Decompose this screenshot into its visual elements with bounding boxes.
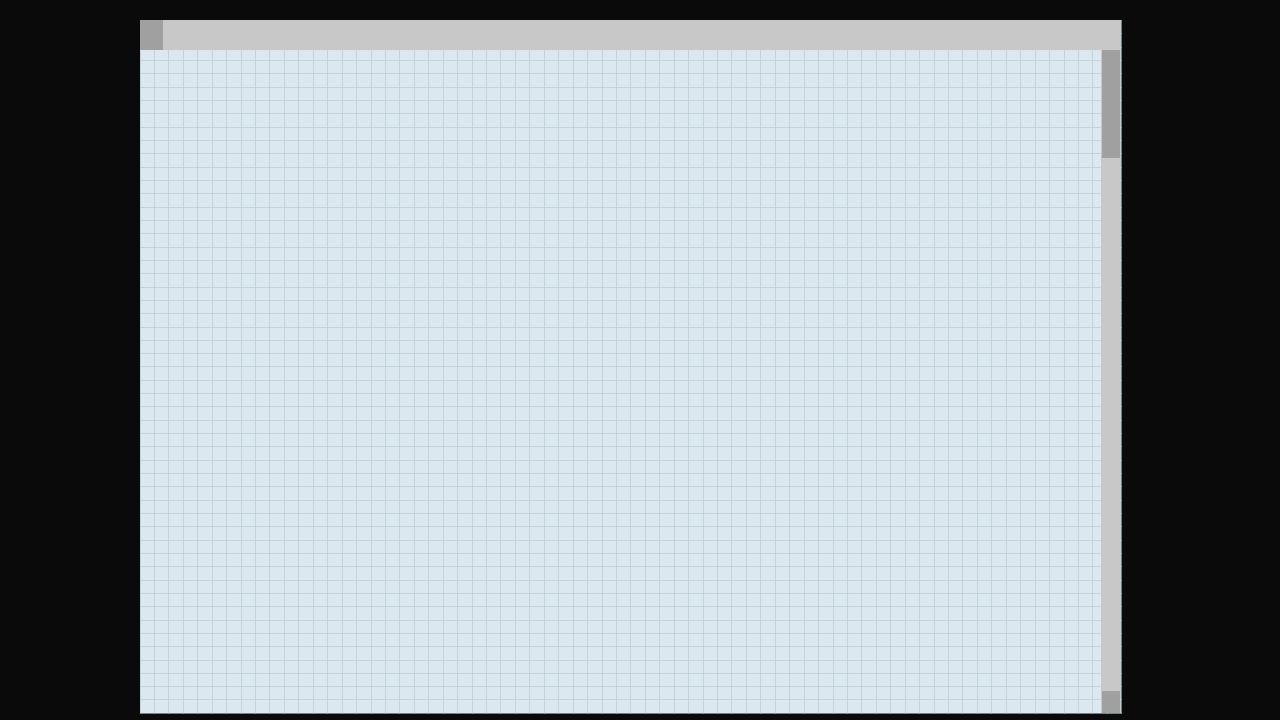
Text: 2: 2 bbox=[305, 452, 312, 465]
Text: n: n bbox=[342, 454, 349, 464]
Text: $I_{bc}$: $I_{bc}$ bbox=[928, 307, 945, 323]
Text: In a balanced three-phase wye–delta system the source has an: In a balanced three-phase wye–delta syst… bbox=[161, 91, 630, 106]
Ellipse shape bbox=[960, 255, 1011, 301]
Text: V: V bbox=[398, 195, 407, 209]
Text: $I_{La}$: $I_{La}$ bbox=[547, 140, 562, 155]
Text: April-10-10: April-10-10 bbox=[143, 64, 209, 74]
Text: 8: 8 bbox=[684, 405, 692, 418]
Text: $\leftarrow\,I_{bc}$: $\leftarrow\,I_{bc}$ bbox=[666, 321, 699, 336]
Text: phase sequence: phase sequence bbox=[599, 91, 724, 106]
Text: /40°: /40° bbox=[371, 405, 401, 418]
Text: n: n bbox=[342, 244, 349, 254]
Text: x: x bbox=[396, 462, 403, 474]
Text: an: an bbox=[198, 104, 211, 114]
Text: = 120: = 120 bbox=[212, 107, 262, 122]
Text: j6: j6 bbox=[684, 451, 696, 464]
Text: j18: j18 bbox=[605, 234, 625, 247]
Text: b: b bbox=[780, 300, 790, 315]
Text: j18: j18 bbox=[739, 223, 756, 233]
Text: 0.5 + j0.4Ω and 24 + j18Ω,  respectively.  Find the delta currents in the load.: 0.5 + j0.4Ω and 24 + j18Ω, respectively.… bbox=[161, 123, 723, 138]
Text: $I_{ab}$: $I_{ab}$ bbox=[717, 222, 733, 239]
Text: +: + bbox=[285, 185, 298, 200]
Text: a: a bbox=[598, 140, 607, 155]
Text: V rms.  The line and load impedances are: V rms. The line and load impedances are bbox=[289, 107, 599, 122]
Text: j0.4: j0.4 bbox=[497, 349, 520, 362]
Text: j0.4: j0.4 bbox=[497, 140, 520, 153]
Text: +: + bbox=[285, 233, 297, 248]
Text: 0.5: 0.5 bbox=[456, 140, 475, 153]
Text: x: x bbox=[288, 252, 296, 265]
Text: ~: ~ bbox=[311, 198, 325, 216]
Text: C: C bbox=[584, 288, 594, 303]
Text: B: B bbox=[388, 271, 398, 285]
Text: $I_{ca}$: $I_{ca}$ bbox=[579, 222, 595, 239]
Text: C: C bbox=[270, 217, 280, 233]
Text: abc: abc bbox=[573, 91, 600, 106]
Text: 120: 120 bbox=[343, 195, 369, 209]
Text: $I_{ca}$: $I_{ca}$ bbox=[1006, 240, 1023, 257]
Text: x: x bbox=[396, 252, 403, 265]
Text: +: + bbox=[285, 443, 297, 456]
Text: +: + bbox=[285, 395, 298, 409]
Text: 9:19 AM: 9:19 AM bbox=[143, 71, 184, 81]
Text: 24: 24 bbox=[603, 217, 620, 230]
Text: 0.5: 0.5 bbox=[456, 349, 475, 362]
Text: and V: and V bbox=[161, 107, 204, 122]
Text: /40°: /40° bbox=[255, 107, 285, 122]
Text: /40°: /40° bbox=[371, 195, 401, 209]
Text: 120: 120 bbox=[343, 405, 369, 418]
Text: v: v bbox=[379, 244, 387, 254]
Text: V: V bbox=[398, 405, 407, 418]
Text: x: x bbox=[288, 462, 296, 474]
Text: A: A bbox=[340, 139, 351, 154]
Text: v: v bbox=[379, 454, 387, 464]
Text: A: A bbox=[340, 348, 351, 364]
Text: a: a bbox=[673, 141, 682, 156]
Text: ~: ~ bbox=[311, 408, 325, 425]
Text: 2: 2 bbox=[305, 243, 312, 256]
